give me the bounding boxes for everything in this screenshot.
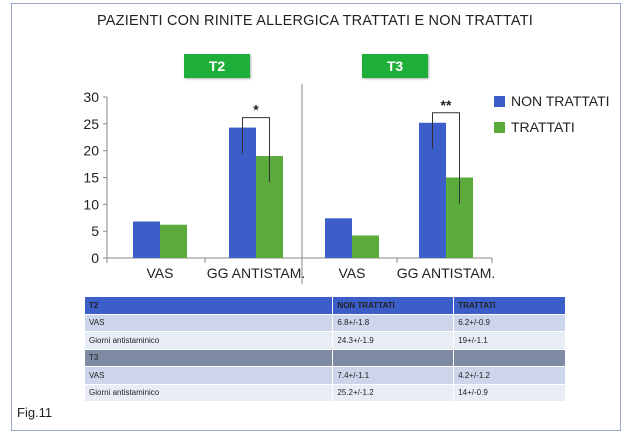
chart-legend: NON TRATTATI TRATTATI: [494, 88, 610, 140]
figure-label: Fig.11: [17, 405, 53, 420]
table-cell: 25.2+/-1.2: [332, 383, 455, 402]
table-cell: T3: [83, 348, 334, 367]
y-tick-label: 10: [83, 196, 99, 212]
significance-marker: **: [441, 97, 452, 113]
table-header-row: T2 NON TRATTATI TRATTATI: [83, 296, 566, 315]
table-row: VAS 6.8+/-1.8 6.2+/-0.9: [83, 313, 566, 332]
figure-frame: [11, 3, 621, 431]
chart-title: PAZIENTI CON RINITE ALLERGICA TRATTATI E…: [97, 13, 533, 29]
table-row: Giorni antistaminico 25.2+/-1.2 14+/-0.9: [83, 383, 566, 402]
bar-trattati: [160, 224, 187, 258]
table-section-row: T3: [83, 348, 566, 367]
table-cell: [453, 348, 566, 367]
table-cell: 7.4+/-1.1: [332, 366, 455, 385]
table-cell: Giorni antistaminico: [83, 383, 334, 402]
legend-swatch-non-trattati: [494, 95, 505, 107]
x-category-label: VAS: [147, 265, 174, 281]
legend-item-trattati: TRATTATI: [494, 114, 610, 140]
table-cell: 24.3+/-1.9: [332, 331, 455, 350]
x-category-label: GG ANTISTAM.: [207, 265, 306, 281]
table-cell: 6.2+/-0.9: [453, 313, 566, 332]
table-cell: Giorni antistaminico: [83, 331, 334, 350]
panel-label-t3: T3: [362, 54, 428, 78]
y-tick-label: 0: [91, 250, 99, 266]
table-header-cell: NON TRATTATI: [332, 296, 455, 315]
table-header-cell: T2: [83, 296, 334, 315]
table-cell: 19+/-1.1: [453, 331, 566, 350]
data-table: T2 NON TRATTATI TRATTATI VAS 6.8+/-1.8 6…: [83, 296, 566, 402]
legend-label-trattati: TRATTATI: [511, 119, 575, 135]
bar-non-trattati: [133, 221, 160, 258]
y-tick-label: 25: [83, 116, 99, 132]
x-category-label: GG ANTISTAM.: [397, 265, 496, 281]
bar-chart: 0 5 10 15 20 25 30 VAS GG ANTISTAM. VAS GG ANTISTA…: [83, 84, 496, 284]
table-cell: VAS: [83, 313, 334, 332]
significance-bracket: [242, 117, 270, 183]
y-tick-label: 30: [83, 89, 99, 105]
bar-non-trattati: [325, 218, 352, 258]
table-cell: [332, 348, 455, 367]
table-row: Giorni antistaminico 24.3+/-1.9 19+/-1.1: [83, 331, 566, 350]
legend-label-non-trattati: NON TRATTATI: [511, 93, 610, 109]
bar-trattati: [352, 235, 379, 258]
table-cell: 4.2+/-1.2: [453, 366, 566, 385]
significance-marker: *: [253, 102, 259, 118]
table-cell: 6.8+/-1.8: [332, 313, 455, 332]
panel-label-t2: T2: [184, 54, 250, 78]
legend-item-non-trattati: NON TRATTATI: [494, 88, 610, 114]
y-tick-label: 15: [83, 170, 99, 186]
x-category-label: VAS: [339, 265, 366, 281]
y-tick-label: 20: [83, 143, 99, 159]
y-tick-label: 5: [91, 223, 99, 239]
table-cell: VAS: [83, 366, 334, 385]
table-cell: 14+/-0.9: [453, 383, 566, 402]
table-header-cell: TRATTATI: [453, 296, 566, 315]
table-row: VAS 7.4+/-1.1 4.2+/-1.2: [83, 366, 566, 385]
significance-bracket: [432, 112, 460, 204]
legend-swatch-trattati: [494, 121, 505, 133]
